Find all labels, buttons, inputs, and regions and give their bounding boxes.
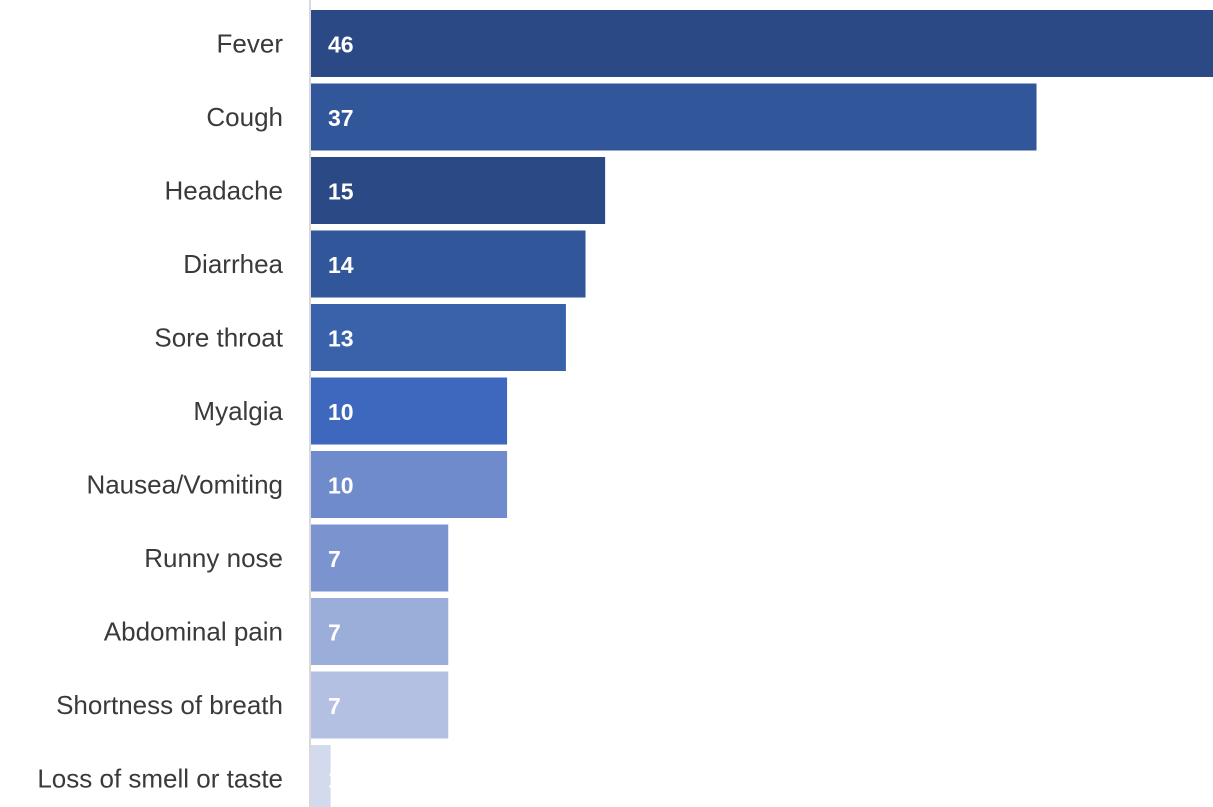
bar-nausea-vomiting bbox=[311, 451, 508, 518]
category-label-loss-of-smell-or-taste: Loss of smell or taste bbox=[37, 764, 283, 794]
category-label-nausea-vomiting: Nausea/Vomiting bbox=[86, 470, 283, 500]
category-label-fever: Fever bbox=[217, 29, 284, 59]
bar-loss-of-smell-or-taste bbox=[311, 745, 331, 807]
category-label-runny-nose: Runny nose bbox=[144, 543, 283, 573]
bar-myalgia bbox=[311, 377, 508, 445]
value-label-cough: 37 bbox=[328, 105, 354, 131]
bar-shortness-of-breath bbox=[311, 671, 449, 739]
bar-cough bbox=[311, 83, 1037, 151]
category-label-sore-throat: Sore throat bbox=[154, 323, 283, 353]
bar-runny-nose bbox=[311, 524, 449, 592]
category-label-cough: Cough bbox=[206, 102, 283, 132]
bar-sore-throat bbox=[311, 304, 566, 371]
category-label-myalgia: Myalgia bbox=[193, 396, 283, 426]
value-label-loss-of-smell-or-taste: 1 bbox=[328, 767, 341, 793]
bar-abdominal-pain bbox=[311, 598, 449, 665]
value-label-headache: 15 bbox=[328, 179, 354, 205]
category-label-abdominal-pain: Abdominal pain bbox=[104, 617, 283, 647]
value-label-nausea-vomiting: 10 bbox=[328, 473, 354, 499]
category-label-diarrhea: Diarrhea bbox=[183, 249, 283, 279]
value-label-abdominal-pain: 7 bbox=[328, 620, 341, 646]
value-label-diarrhea: 14 bbox=[328, 252, 354, 278]
bar-diarrhea bbox=[311, 230, 586, 298]
category-label-shortness-of-breath: Shortness of breath bbox=[56, 690, 283, 720]
bar-headache bbox=[311, 157, 606, 224]
value-label-shortness-of-breath: 7 bbox=[328, 693, 341, 719]
value-label-runny-nose: 7 bbox=[328, 546, 341, 572]
value-label-fever: 46 bbox=[328, 32, 354, 58]
category-label-headache: Headache bbox=[164, 176, 283, 206]
bar-fever bbox=[311, 10, 1213, 77]
value-label-myalgia: 10 bbox=[328, 399, 354, 425]
value-label-sore-throat: 13 bbox=[328, 326, 354, 352]
